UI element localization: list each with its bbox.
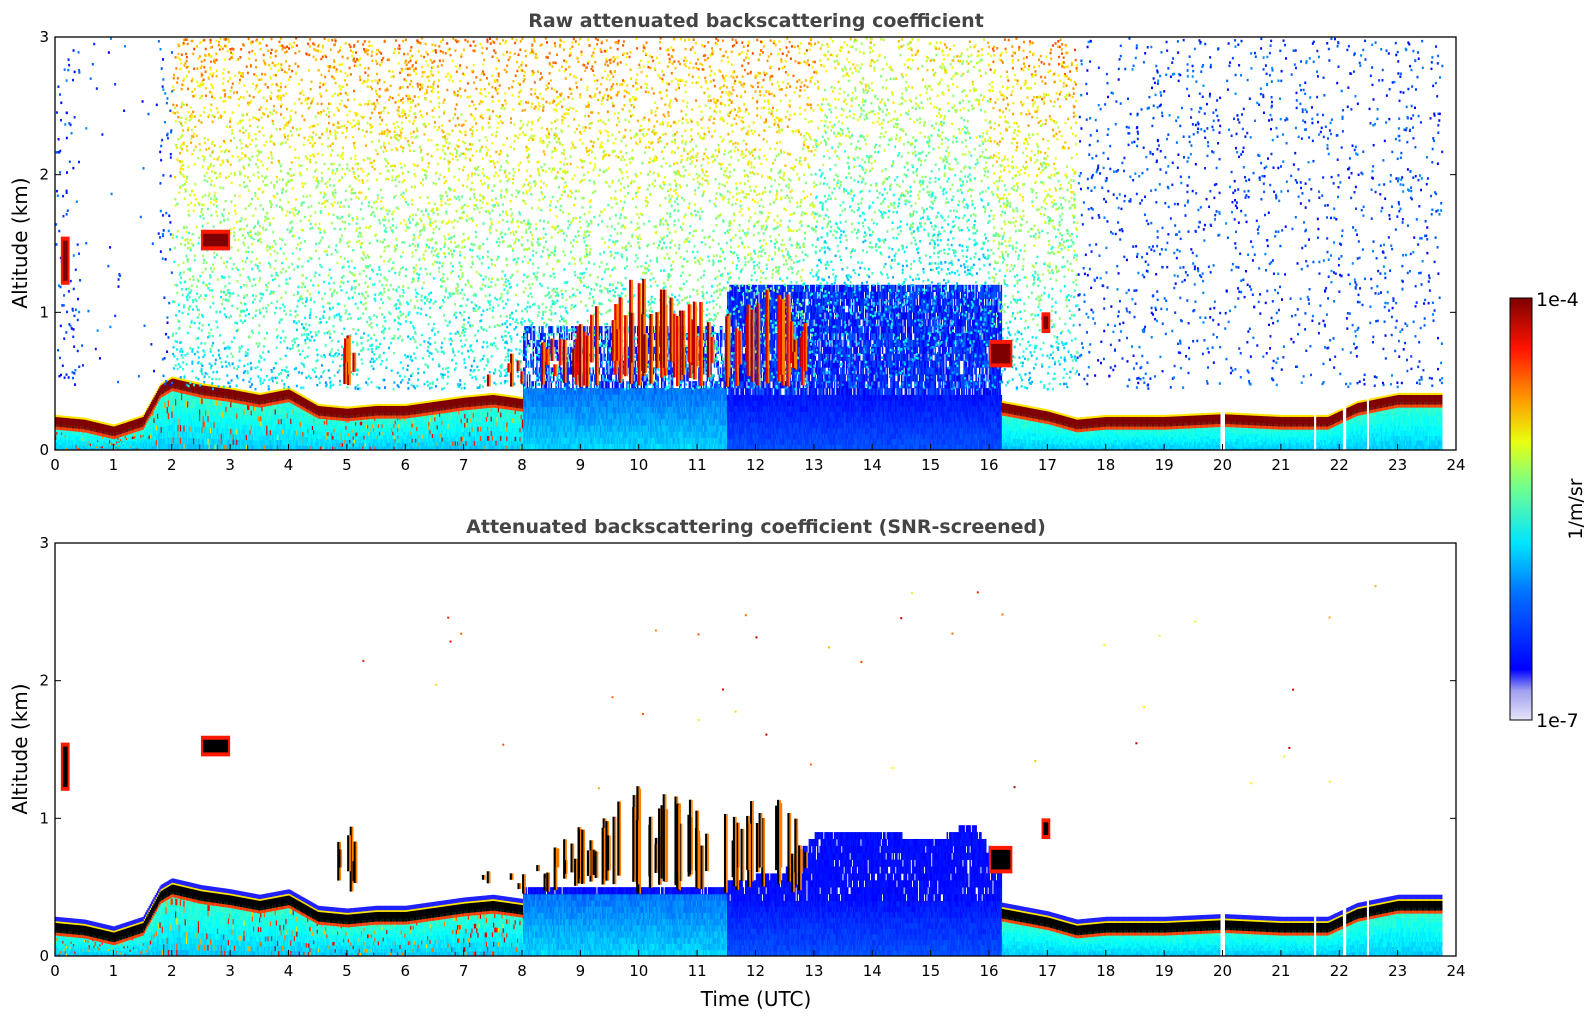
panel-raw-title: Raw attenuated backscattering coefficien… [528, 10, 984, 32]
panel-raw-x-tick-label: 2 [167, 456, 177, 474]
panel-raw-x-tick-label: 4 [284, 456, 294, 474]
panel-raw-y-tick-label: 2 [39, 166, 49, 184]
panel-raw-x-tick-label: 3 [225, 456, 235, 474]
panel-raw-x-tick-label: 12 [746, 456, 765, 474]
panel-raw: Raw attenuated backscattering coefficien… [8, 10, 1466, 474]
panel-screened-x-tick-label: 8 [517, 962, 527, 980]
panel-screened-x-tick-label: 17 [1038, 962, 1057, 980]
panel-raw-x-tick-label: 0 [50, 456, 60, 474]
panel-raw-x-tick-label: 9 [576, 456, 586, 474]
panel-screened-x-tick-label: 1 [109, 962, 119, 980]
panel-raw-x-tick-label: 16 [979, 456, 998, 474]
panel-screened-y-tick-label: 2 [39, 672, 49, 690]
panel-raw-x-tick-label: 23 [1388, 456, 1407, 474]
panel-screened-x-tick-label: 12 [746, 962, 765, 980]
panel-screened-x-tick-label: 4 [284, 962, 294, 980]
panel-raw-y-tick-label: 1 [39, 303, 49, 321]
panel-screened-x-tick-label: 2 [167, 962, 177, 980]
panel-screened-title: Attenuated backscattering coefficient (S… [466, 516, 1046, 538]
panel-screened-x-tick-label: 11 [688, 962, 707, 980]
panel-raw-x-tick-label: 19 [1155, 456, 1174, 474]
panel-screened-y-tick-label: 1 [39, 809, 49, 827]
panel-screened-x-tick-label: 6 [400, 962, 410, 980]
panel-raw-x-tick-label: 11 [688, 456, 707, 474]
panel-screened-x-tick-label: 23 [1388, 962, 1407, 980]
panel-screened: Attenuated backscattering coefficient (S… [8, 516, 1466, 1011]
panel-screened-y-tick-label: 0 [39, 947, 49, 965]
panel-screened-x-tick-label: 22 [1330, 962, 1349, 980]
panel-raw-y-tick-label: 0 [39, 441, 49, 459]
panel-screened-x-tick-label: 0 [50, 962, 60, 980]
colorbar-min-label: 1e-7 [1536, 710, 1579, 732]
panel-raw-x-tick-label: 24 [1446, 456, 1465, 474]
panel-raw-x-tick-label: 20 [1213, 456, 1232, 474]
panel-screened-x-tick-label: 10 [629, 962, 648, 980]
panel-raw-x-tick-label: 17 [1038, 456, 1057, 474]
panel-raw-x-tick-label: 6 [400, 456, 410, 474]
panel-screened-x-tick-label: 16 [979, 962, 998, 980]
panel-screened-x-tick-label: 20 [1213, 962, 1232, 980]
panel-raw-x-tick-label: 1 [109, 456, 119, 474]
colorbar: 1e-4 1e-7 1/m/sr [1510, 289, 1587, 732]
panel-screened-x-tick-label: 19 [1155, 962, 1174, 980]
colorbar-unit-label: 1/m/sr [1565, 478, 1587, 539]
panel-raw-x-tick-label: 5 [342, 456, 352, 474]
panel-raw-y-tick-label: 3 [39, 28, 49, 46]
panel-raw-x-tick-label: 15 [921, 456, 940, 474]
panel-screened-x-tick-label: 21 [1271, 962, 1290, 980]
panel-raw-x-tick-label: 18 [1096, 456, 1115, 474]
panel-raw-x-tick-label: 22 [1330, 456, 1349, 474]
panel-raw-x-tick-label: 13 [804, 456, 823, 474]
colorbar-scale [1510, 298, 1532, 720]
panel-screened-x-tick-label: 13 [804, 962, 823, 980]
x-axis-label: Time (UTC) [700, 987, 812, 1011]
panel-raw-x-tick-label: 14 [863, 456, 882, 474]
panel-screened-x-tick-label: 7 [459, 962, 469, 980]
panel-raw-x-tick-label: 21 [1271, 456, 1290, 474]
panel-raw-x-tick-label: 7 [459, 456, 469, 474]
panel-raw-x-tick-label: 8 [517, 456, 527, 474]
panel-screened-x-tick-label: 5 [342, 962, 352, 980]
panel-screened-x-tick-label: 3 [225, 962, 235, 980]
colorbar-max-label: 1e-4 [1536, 289, 1579, 311]
panel-screened-x-tick-label: 9 [576, 962, 586, 980]
panel-screened-x-tick-label: 14 [863, 962, 882, 980]
panel-screened-y-axis-label: Altitude (km) [8, 683, 32, 814]
panel-screened-x-tick-label: 18 [1096, 962, 1115, 980]
panel-screened-x-tick-label: 24 [1446, 962, 1465, 980]
panel-raw-x-tick-label: 10 [629, 456, 648, 474]
figure: Raw attenuated backscattering coefficien… [0, 0, 1595, 1020]
panel-screened-x-tick-label: 15 [921, 962, 940, 980]
panel-raw-y-axis-label: Altitude (km) [8, 177, 32, 308]
panel-screened-y-tick-label: 3 [39, 534, 49, 552]
